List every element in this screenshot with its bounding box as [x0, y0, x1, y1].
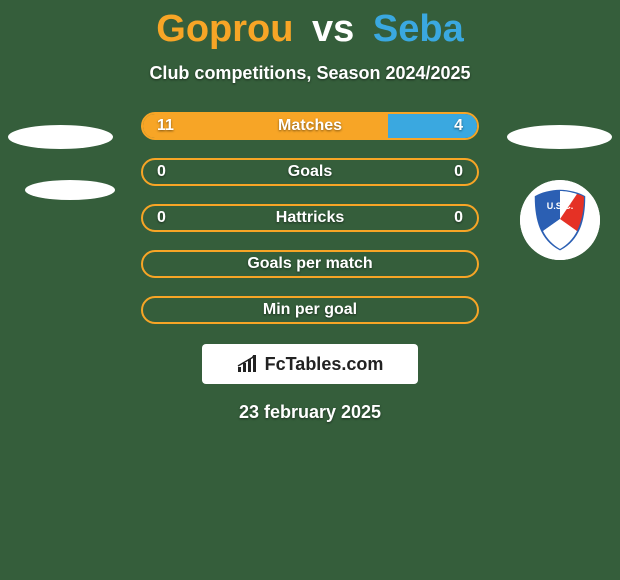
stat-value-right: 0 [454, 163, 463, 181]
player1-club-placeholder [25, 180, 115, 200]
stat-row-matches: 11 4 Matches [141, 112, 479, 140]
stat-label: Hattricks [276, 209, 344, 227]
vs-label: vs [312, 8, 354, 50]
stat-fill-right [388, 114, 477, 138]
stat-label: Min per goal [263, 301, 357, 319]
shield-icon: U.S.C. [533, 189, 587, 251]
footer-attribution: FcTables.com [202, 344, 418, 384]
stat-fill-left [143, 114, 388, 138]
chart-icon [237, 355, 259, 373]
stat-value-right: 4 [454, 117, 463, 135]
svg-text:U.S.C.: U.S.C. [547, 201, 574, 211]
stat-row-hattricks: 0 0 Hattricks [141, 204, 479, 232]
footer-text: FcTables.com [265, 354, 384, 375]
player2-name: Seba [373, 8, 464, 50]
stat-value-left: 11 [157, 117, 174, 135]
player2-avatar-placeholder [507, 125, 612, 149]
player1-name: Goprou [156, 8, 293, 50]
stat-row-goals-per-match: Goals per match [141, 250, 479, 278]
stat-label: Goals [288, 163, 332, 181]
subtitle: Club competitions, Season 2024/2025 [0, 63, 620, 84]
stat-row-goals: 0 0 Goals [141, 158, 479, 186]
stat-value-right: 0 [454, 209, 463, 227]
player2-club-badge: U.S.C. [520, 180, 600, 260]
stat-value-left: 0 [157, 209, 166, 227]
stat-row-min-per-goal: Min per goal [141, 296, 479, 324]
club-badge-inner: U.S.C. [520, 180, 600, 260]
infographic-container: Goprou vs Seba Club competitions, Season… [0, 0, 620, 580]
stat-label: Goals per match [247, 255, 372, 273]
stat-value-left: 0 [157, 163, 166, 181]
player1-avatar-placeholder [8, 125, 113, 149]
comparison-title: Goprou vs Seba [0, 0, 620, 51]
stat-label: Matches [278, 117, 342, 135]
date-label: 23 february 2025 [0, 402, 620, 423]
